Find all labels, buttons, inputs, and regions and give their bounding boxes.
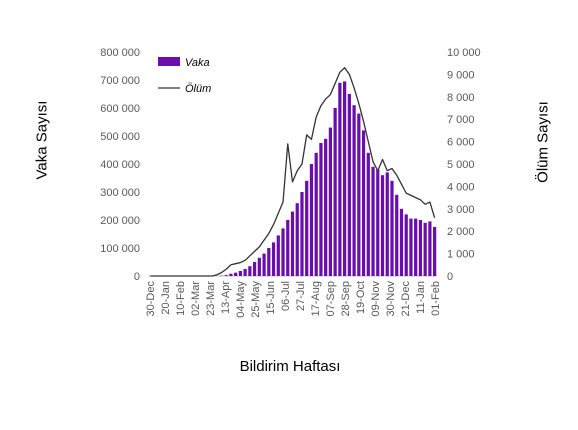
- bar: [314, 152, 318, 276]
- plot-area: 0 100 000 200 000 300 000 400 000 500 000 600 …: [100, 47, 480, 318]
- bar: [324, 138, 328, 276]
- bar: [257, 257, 261, 276]
- bar: [357, 113, 361, 276]
- y-right-tick-label: 0: [447, 271, 453, 283]
- bar: [234, 272, 238, 276]
- bar: [352, 105, 356, 276]
- x-tick-label: 02-Mar: [190, 281, 202, 316]
- y-left-tick-label: 700 000: [100, 75, 140, 87]
- legend-swatch-vaka: [158, 57, 180, 66]
- bar: [433, 227, 437, 276]
- y-right-tick-label: 3 000: [447, 204, 475, 216]
- bar: [333, 108, 337, 276]
- y-right-tick-label: 1 000: [447, 249, 475, 261]
- x-axis-title: Bildirim Haftası: [239, 358, 341, 375]
- y-left-tick-label: 400 000: [100, 159, 140, 171]
- bar: [271, 242, 276, 276]
- y-left-tick-label: 0: [134, 271, 140, 283]
- y-right-tick-label: 9 000: [447, 69, 475, 81]
- x-tick-label: 30-Nov: [385, 281, 397, 317]
- x-tick-label: 15-Jun: [265, 281, 277, 315]
- y-right-tick-label: 10 000: [447, 47, 481, 59]
- y-right-tick-label: 6 000: [447, 137, 475, 149]
- x-tick-label: 27-Jul: [295, 281, 307, 311]
- bar: [229, 273, 233, 276]
- bar: [409, 218, 413, 276]
- bar: [390, 180, 394, 276]
- y-left-tick-label: 500 000: [100, 131, 140, 143]
- legend-label-vaka: Vaka: [185, 57, 210, 69]
- bar: [262, 253, 266, 276]
- bar: [338, 82, 342, 276]
- bar: [404, 214, 408, 276]
- bar: [290, 211, 295, 276]
- bar: [276, 235, 280, 276]
- bar: [224, 275, 228, 276]
- y-right-tick-label: 7 000: [447, 114, 475, 126]
- bar: [361, 130, 366, 276]
- bar: [267, 248, 271, 276]
- bar: [238, 270, 242, 276]
- y-left-tick-label: 300 000: [100, 187, 140, 199]
- legend: Vaka Ölüm: [158, 57, 211, 95]
- bar: [428, 221, 432, 276]
- bar: [343, 81, 347, 277]
- deaths-line: [150, 67, 436, 277]
- bar: [395, 194, 399, 276]
- bar: [371, 166, 375, 276]
- x-tick-label: 13-Apr: [220, 281, 232, 314]
- x-tick-label: 17-Aug: [310, 281, 322, 316]
- y-right-tick-label: 2 000: [447, 226, 475, 238]
- bar: [414, 218, 418, 276]
- x-tick-label: 21-Dec: [400, 281, 412, 317]
- bar: [243, 269, 247, 276]
- y-left-tick-label: 800 000: [100, 47, 140, 59]
- x-tick-label: 04-May: [235, 281, 247, 318]
- x-tick-label: 10-Feb: [175, 281, 187, 316]
- x-tick-label: 19-Oct: [355, 281, 367, 314]
- bar: [309, 164, 314, 276]
- bar: [418, 220, 423, 276]
- x-tick-label: 28-Sep: [340, 281, 352, 316]
- x-tick-label: 07-Sep: [325, 281, 337, 316]
- bar: [252, 262, 257, 276]
- y-right-tick-label: 5 000: [447, 159, 475, 171]
- bar: [423, 222, 427, 276]
- bar: [380, 175, 385, 276]
- bar: [319, 143, 323, 276]
- y-left-tick-label: 100 000: [100, 243, 140, 255]
- y-right-tick-label: 4 000: [447, 181, 475, 193]
- y-left-tick-label: 600 000: [100, 103, 140, 115]
- y-left-tick-label: 200 000: [100, 215, 140, 227]
- x-tick-label: 23-Mar: [205, 281, 217, 316]
- bar: [366, 152, 370, 276]
- bar: [399, 208, 404, 276]
- x-tick-label: 11-Jan: [415, 281, 427, 314]
- bar: [300, 192, 304, 276]
- x-tick-label: 30-Dec: [145, 281, 157, 317]
- bar: [328, 127, 333, 276]
- x-tick-label: 01-Feb: [430, 281, 442, 316]
- x-tick-label: 06-Jul: [280, 281, 292, 311]
- legend-label-olum: Ölüm: [185, 83, 211, 95]
- bar: [281, 228, 285, 276]
- x-tick-label: 09-Nov: [370, 281, 382, 317]
- y-axis-left-title: Vaka Sayısı: [33, 100, 51, 180]
- bar: [385, 172, 389, 276]
- bar: [376, 169, 380, 276]
- bar: [305, 180, 309, 276]
- bar: [286, 220, 290, 276]
- y-right-tick-label: 8 000: [447, 92, 475, 104]
- bar: [295, 203, 299, 276]
- bar: [248, 266, 252, 276]
- y-axis-right-title: Ölüm Sayısı: [534, 101, 552, 183]
- bar: [347, 94, 351, 276]
- x-tick-label: 25-May: [250, 281, 262, 318]
- x-tick-label: 20-Jan: [160, 281, 172, 315]
